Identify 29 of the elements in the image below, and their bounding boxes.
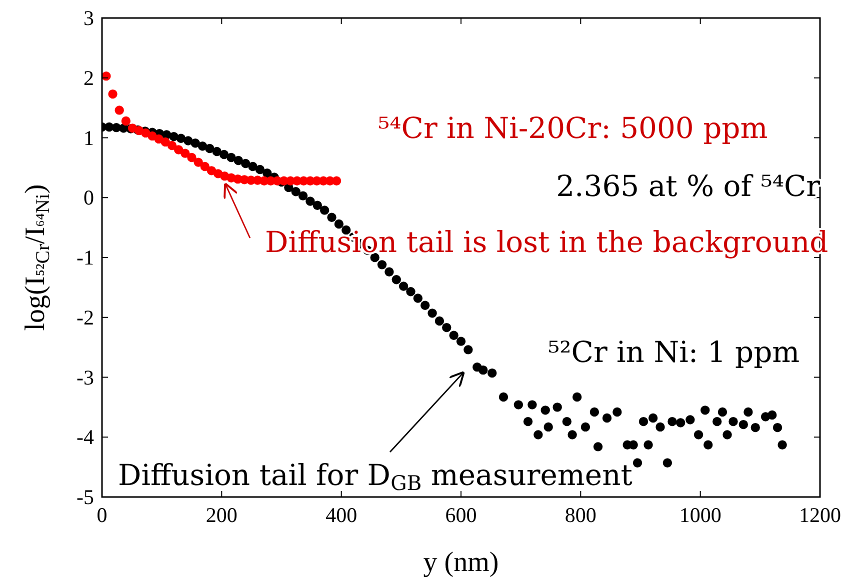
point (180, 148, 190, 158)
x-tick-label: 400 (326, 503, 358, 527)
point (174, 145, 184, 154)
y-tick-label: -3 (76, 365, 94, 390)
y-tick-label: -5 (76, 485, 94, 509)
point (108, 89, 118, 99)
y-tick-label: -2 (76, 305, 94, 330)
x-tick-label: 800 (564, 503, 596, 527)
annotation: ⁵⁴Cr in Ni-20Cr: 5000 ppm (378, 111, 768, 145)
x-tick-label: 200 (206, 503, 238, 527)
annotation: ⁵²Cr in Ni: 1 ppm (548, 335, 800, 369)
y-tick-label: 1 (84, 126, 94, 150)
x-tick-label: 1000 (679, 503, 722, 527)
y-tick-label: -1 (76, 246, 94, 270)
point (200, 162, 210, 172)
x-tick-label: 600 (445, 503, 477, 527)
point (187, 152, 196, 162)
x-axis-title: y (nm) (423, 547, 499, 578)
annotation: Diffusion tail for D$_{GB}$ measurement (118, 458, 633, 495)
point (121, 116, 131, 126)
y-tick-label: 3 (84, 6, 94, 30)
point (114, 106, 124, 115)
y-tick-label: -4 (76, 425, 94, 450)
x-tick-label: 1200 (799, 503, 841, 527)
y-tick-label: 0 (84, 186, 94, 210)
point (194, 158, 203, 167)
point (332, 176, 342, 186)
y-tick-label: 2 (84, 66, 94, 90)
point (167, 140, 177, 150)
